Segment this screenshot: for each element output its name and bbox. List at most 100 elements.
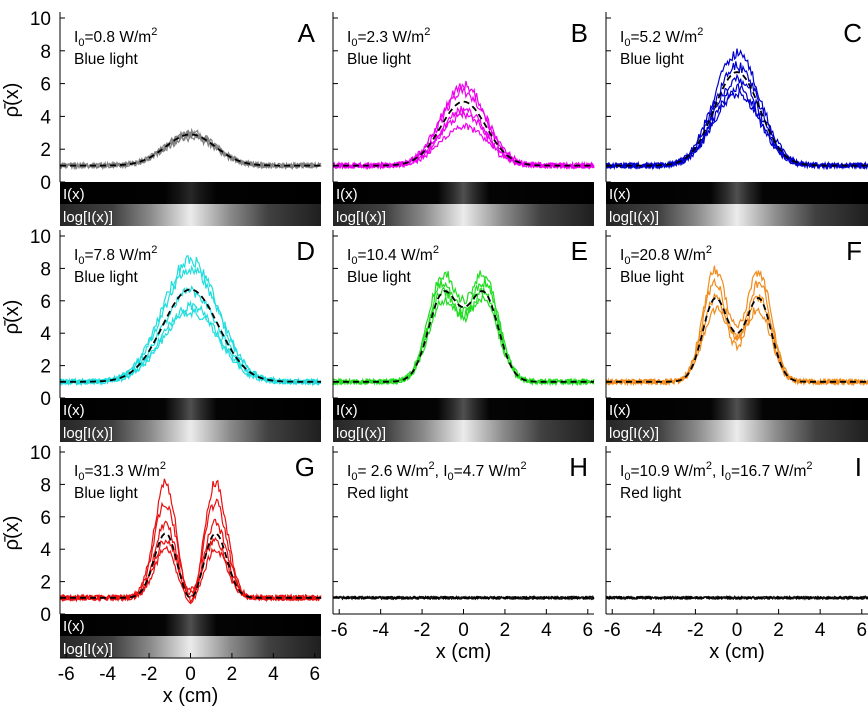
- light-label-h: Red light: [347, 485, 409, 502]
- trace-g-3: [59, 518, 322, 602]
- intensity-strip: [60, 398, 321, 420]
- strip-label-intensity: I(x): [63, 402, 85, 419]
- trace-b-5: [332, 122, 595, 171]
- x-tick-label: 0: [185, 664, 196, 685]
- panel-letter-b: B: [571, 18, 588, 48]
- strip-label-log-intensity: log[I(x)]: [609, 209, 659, 226]
- trace-g-4: [59, 536, 322, 602]
- x-tick-label: -4: [99, 664, 116, 685]
- intensity-label-part: =16.7 W/m: [731, 463, 806, 480]
- light-label-f: Blue light: [620, 269, 684, 286]
- x-axis-label: x (cm): [709, 641, 765, 663]
- intensity-label-part: 2: [706, 244, 712, 256]
- strip-label-log-intensity: log[I(x)]: [63, 425, 113, 442]
- x-tick-label: -6: [58, 664, 75, 685]
- x-tick-label: -4: [645, 620, 662, 641]
- x-tick-label: 4: [815, 620, 826, 641]
- x-tick-label: 6: [856, 620, 867, 641]
- y-tick-label: 4: [40, 324, 51, 345]
- y-tick-label: 4: [40, 107, 51, 128]
- x-tick-label: -4: [372, 620, 389, 641]
- trace-b-2: [332, 87, 595, 170]
- x-axis-label: x (cm): [436, 641, 492, 663]
- y-tick-label: 2: [40, 357, 51, 378]
- intensity-label-part: 0: [624, 37, 630, 49]
- mean-line-f: [606, 297, 868, 383]
- x-tick-label: 2: [773, 620, 784, 641]
- intensity-label-part: I: [620, 29, 624, 46]
- intensity-strip: [60, 182, 321, 204]
- panel-f: F I0=20.8 W/m2 Blue light I(x) log[I(x)]: [605, 230, 868, 442]
- y-tick-label: 0: [40, 389, 51, 410]
- x-axis-label: x (cm): [163, 685, 219, 707]
- strip-label-intensity: I(x): [63, 618, 85, 635]
- intensity-label-part: I: [620, 463, 624, 480]
- x-tick-label: 2: [500, 620, 511, 641]
- log-intensity-strip: [60, 204, 321, 226]
- intensity-label-part: =7.8 W/m: [84, 247, 151, 264]
- intensity-label-part: =10.9 W/m: [630, 463, 705, 480]
- mean-line-c: [606, 71, 868, 167]
- intensity-strip: [333, 398, 594, 420]
- light-label-i: Red light: [620, 485, 682, 502]
- strip-label-log-intensity: log[I(x)]: [63, 641, 113, 658]
- y-tick-label: 4: [40, 540, 51, 561]
- panel-letter-a: A: [298, 18, 316, 48]
- intensity-label-part: I: [620, 247, 624, 264]
- panel-e: E I0=10.4 W/m2 Blue light I(x) log[I(x)]: [332, 230, 595, 442]
- strip-label-log-intensity: log[I(x)]: [609, 425, 659, 442]
- panel-letter-g: G: [295, 452, 315, 482]
- panel-letter-h: H: [569, 452, 588, 482]
- intensity-label-part: 2: [433, 244, 439, 256]
- intensity-label-part: I: [74, 463, 78, 480]
- trace-c-4: [605, 82, 868, 171]
- intensity-label-part: I: [347, 463, 351, 480]
- trace-b-3: [332, 105, 595, 170]
- y-tick-label: 10: [30, 227, 51, 248]
- trace-f-4: [605, 305, 868, 386]
- intensity-label-part: 2: [520, 460, 526, 472]
- intensity-label-part: , I: [435, 463, 448, 480]
- trace-d-5: [59, 306, 322, 387]
- intensity-label-i: I0=10.9 W/m2, I0=16.7 W/m2: [620, 460, 812, 483]
- y-tick-label: 8: [40, 42, 51, 63]
- y-tick-label: 10: [30, 443, 51, 464]
- panel-c: C I0=5.2 W/m2 Blue light I(x) log[I(x)]: [605, 12, 868, 226]
- x-tick-label: -6: [331, 620, 348, 641]
- x-tick-label: 0: [458, 620, 469, 641]
- y-tick-label: 6: [40, 508, 51, 529]
- intensity-label-a: I0=0.8 W/m2: [74, 26, 157, 49]
- trace-f-2: [605, 277, 868, 387]
- strip-label-log-intensity: log[I(x)]: [336, 209, 386, 226]
- intensity-label-e: I0=10.4 W/m2: [347, 244, 439, 267]
- log-intensity-strip: [60, 420, 321, 442]
- log-intensity-strip: [333, 420, 594, 442]
- intensity-label-part: 0: [448, 471, 454, 483]
- intensity-label-part: I: [347, 29, 351, 46]
- trace-a-4: [59, 132, 322, 170]
- intensity-strip: [60, 614, 321, 636]
- y-tick-label: 6: [40, 292, 51, 313]
- strip-label-intensity: I(x): [336, 186, 358, 203]
- y-axis-label: ρ̄(x): [1, 300, 23, 335]
- mean-line-e: [333, 290, 594, 383]
- panel-letter-f: F: [846, 236, 862, 266]
- y-tick-label: 6: [40, 75, 51, 96]
- strip-label-intensity: I(x): [609, 402, 631, 419]
- intensity-label-part: I: [347, 247, 351, 264]
- light-label-d: Blue light: [74, 269, 138, 286]
- intensity-label-part: 0: [78, 255, 84, 267]
- trace-b-4: [332, 108, 595, 170]
- x-tick-label: 4: [268, 664, 279, 685]
- trace-e-2: [332, 277, 595, 386]
- intensity-label-part: 0: [624, 471, 630, 483]
- intensity-label-part: =0.8 W/m: [84, 29, 151, 46]
- trace-c-5: [605, 87, 868, 171]
- intensity-label-part: 2: [706, 460, 712, 472]
- intensity-label-part: =2.3 W/m: [357, 29, 424, 46]
- intensity-label-part: 2: [424, 26, 430, 38]
- intensity-label-g: I0=31.3 W/m2: [74, 460, 166, 483]
